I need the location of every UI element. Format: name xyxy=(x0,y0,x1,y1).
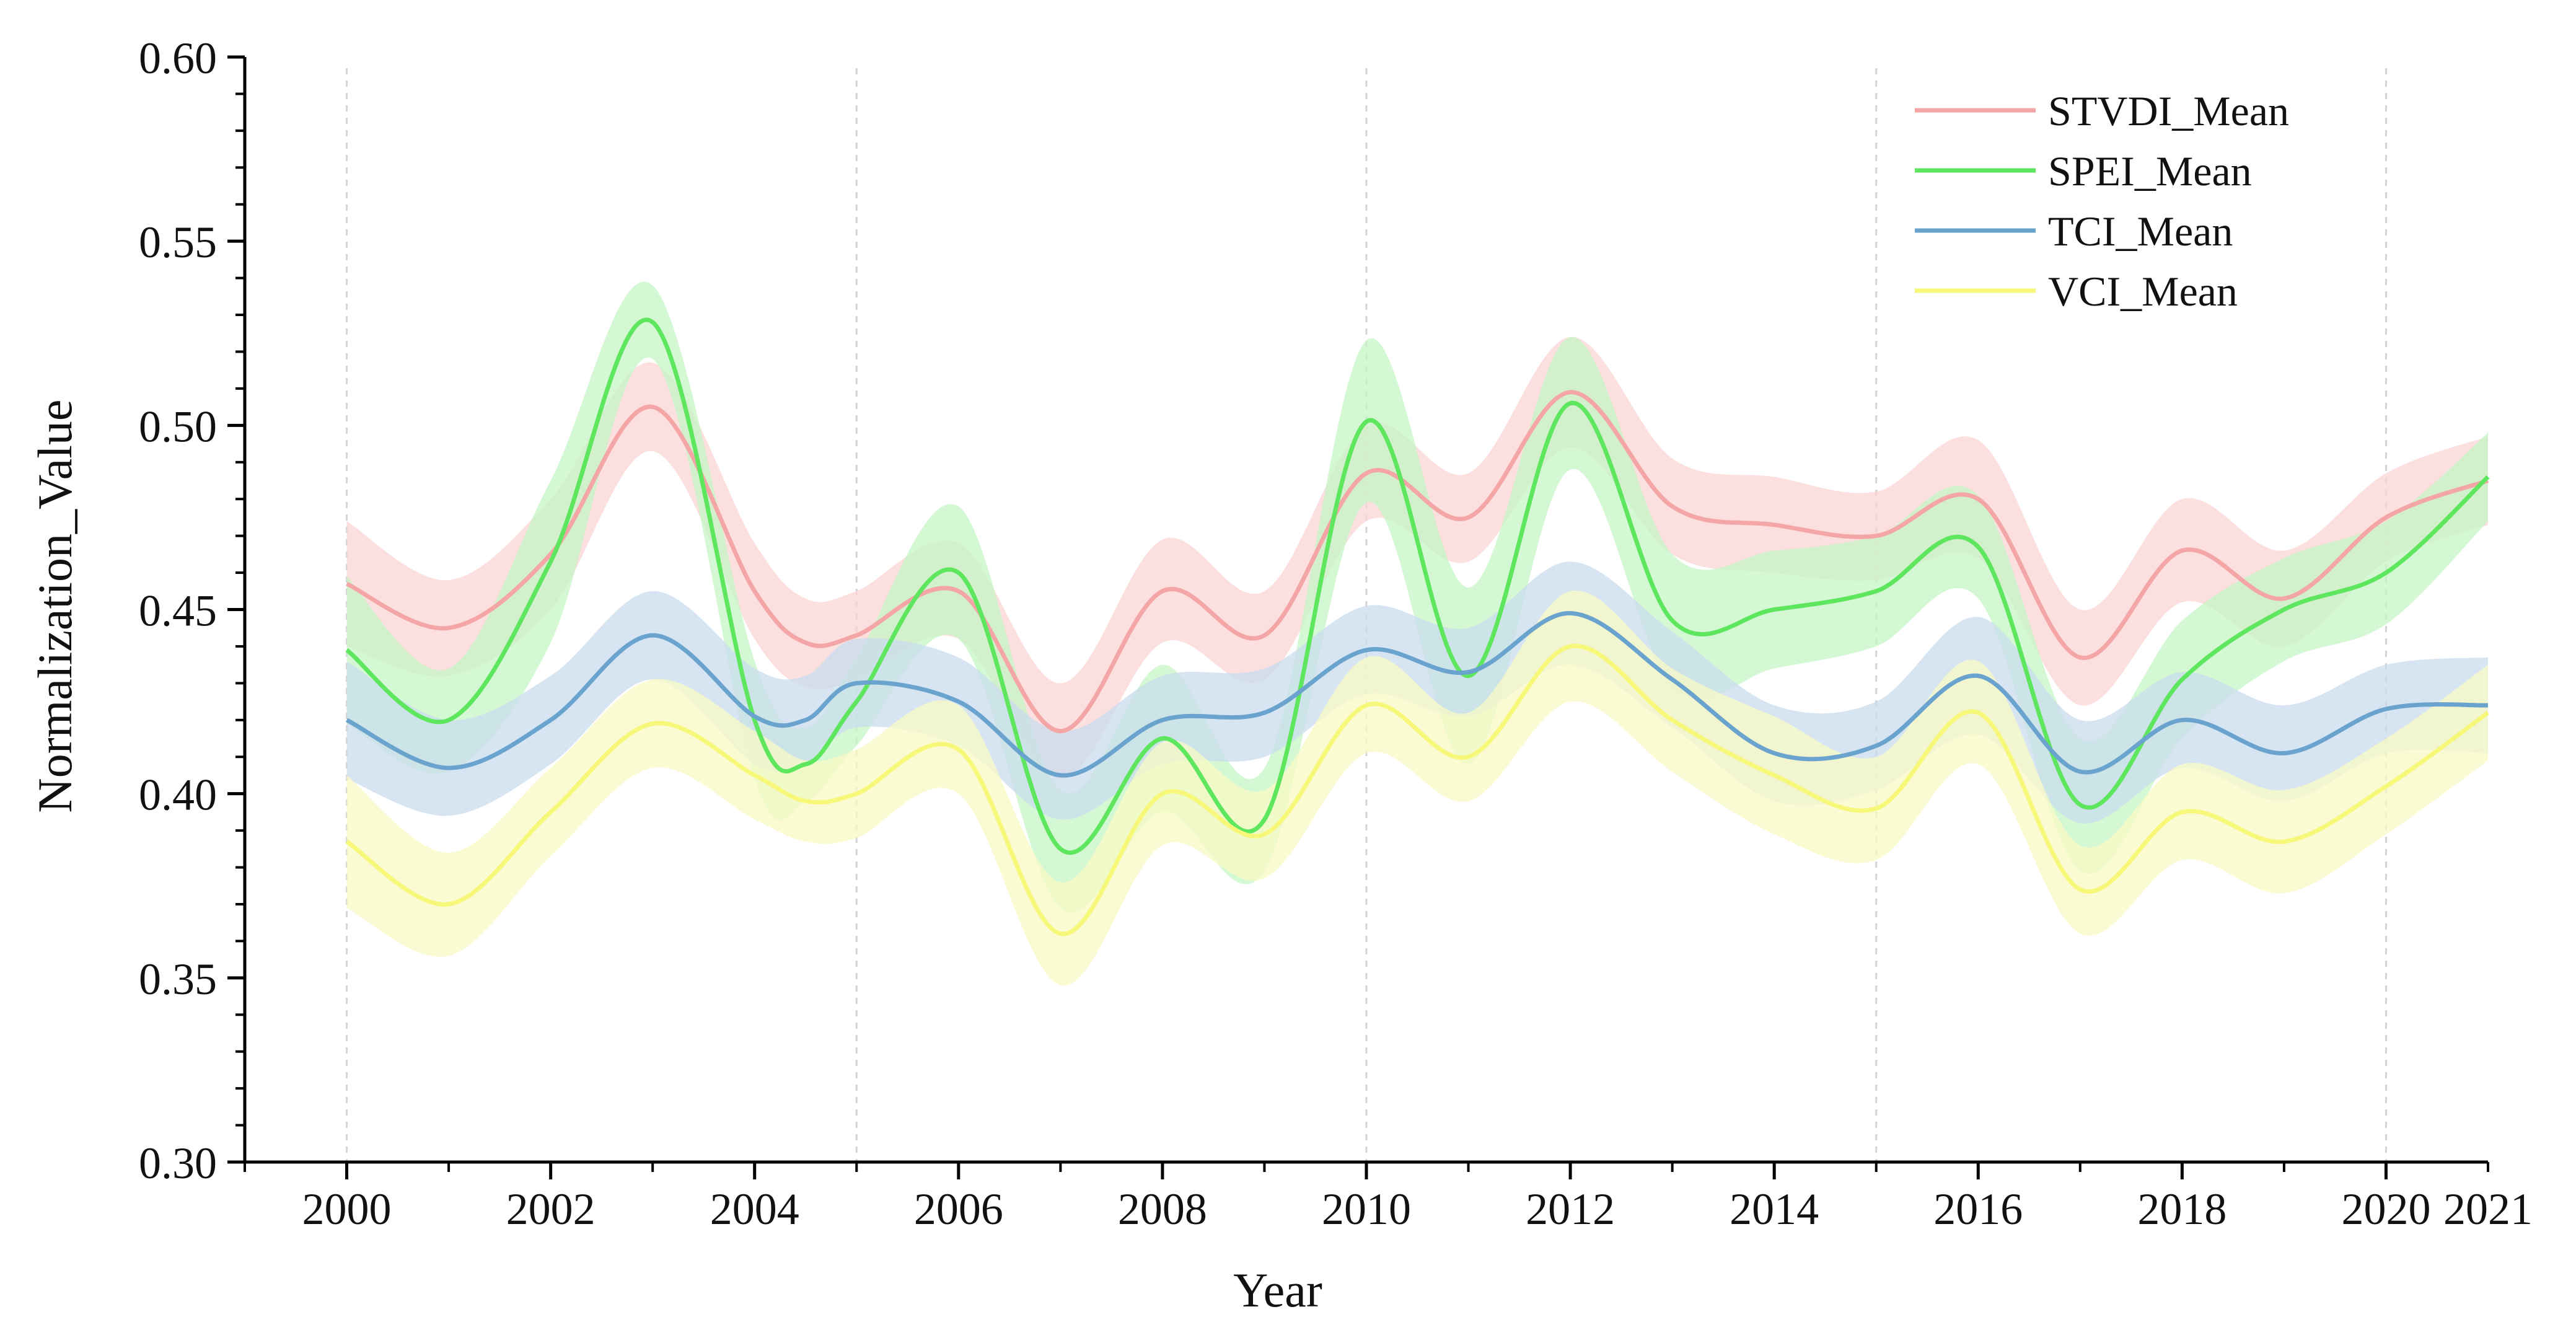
series-lines xyxy=(345,317,2490,936)
legend-label-stvdi-mean: STVDI_Mean xyxy=(2048,87,2289,134)
y-tick-label-0.60: 0.60 xyxy=(139,33,217,83)
x-tick-label-2004: 2004 xyxy=(710,1184,799,1234)
x-tick-label-2006: 2006 xyxy=(914,1184,1003,1234)
y-tick-label-0.30: 0.30 xyxy=(139,1138,217,1188)
spei-mean-band xyxy=(346,281,2488,913)
legend-label-spei-mean: SPEI_Mean xyxy=(2048,148,2252,195)
y-axis-title: Normalization_Value xyxy=(28,399,82,813)
x-tick-label-2021: 2021 xyxy=(2443,1184,2533,1234)
x-tick-label-2012: 2012 xyxy=(1526,1184,1615,1234)
x-tick-label-2010: 2010 xyxy=(1322,1184,1411,1234)
x-tick-label-2016: 2016 xyxy=(1933,1184,2023,1234)
x-axis-title: Year xyxy=(1233,1263,1322,1317)
x-tick-label-2002: 2002 xyxy=(506,1184,596,1234)
legend: STVDI_Mean SPEI_Mean TCI_Mean VCI_Mean xyxy=(1915,87,2289,315)
legend-label-tci-mean: TCI_Mean xyxy=(2048,208,2233,255)
y-tick-label-0.35: 0.35 xyxy=(139,954,217,1004)
stvdi-mean-line xyxy=(346,390,2489,734)
x-tick-label-2020: 2020 xyxy=(2341,1184,2430,1234)
vci-mean-band xyxy=(346,590,2488,986)
spei-mean-line xyxy=(345,317,2490,855)
y-tick-label-0.50: 0.50 xyxy=(139,402,217,451)
y-tick-label-0.55: 0.55 xyxy=(139,218,217,267)
y-tick-label-0.40: 0.40 xyxy=(139,770,217,820)
legend-label-vci-mean: VCI_Mean xyxy=(2048,268,2238,315)
y-tick-label-0.45: 0.45 xyxy=(139,586,217,636)
x-tick-label-2014: 2014 xyxy=(1730,1184,1819,1234)
x-tick-label-2018: 2018 xyxy=(2137,1184,2227,1234)
x-tick-label-2000: 2000 xyxy=(302,1184,392,1234)
vci-mean-line xyxy=(345,643,2490,936)
axes: 0.30 0.35 0.40 0.45 0.50 0.55 0.60 2000 2002 2004… xyxy=(139,33,2533,1234)
x-tick-label-2008: 2008 xyxy=(1118,1184,1207,1234)
confidence-bands xyxy=(346,281,2488,986)
stvdi-mean-band xyxy=(346,337,2488,779)
tci-mean-line xyxy=(345,610,2489,778)
